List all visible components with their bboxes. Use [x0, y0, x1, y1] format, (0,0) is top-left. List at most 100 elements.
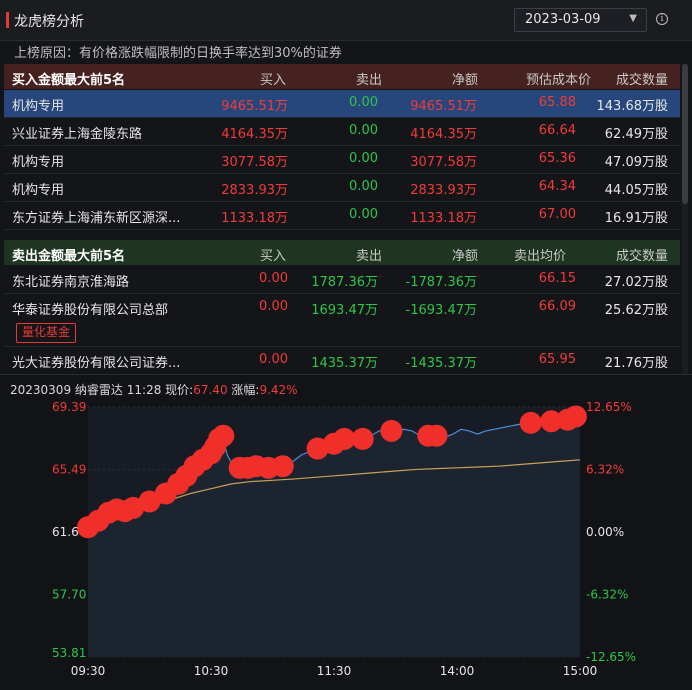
- chart-price: 67.40: [193, 383, 228, 397]
- y-tick-label-left: 65.49: [52, 463, 86, 477]
- chart-date: 20230309: [10, 383, 72, 397]
- chart-stock-name: 纳睿雷达: [74, 383, 123, 397]
- lhb-marker: [212, 424, 235, 447]
- intraday-chart-panel: 20230309 纳睿雷达 11:28 现价:67.40 涨幅:9.42% 69…: [0, 374, 692, 690]
- intraday-chart[interactable]: 69.39 65.49 61.6 57.70 53.81 12.65% 6.32% 0.00%…: [0, 375, 692, 690]
- date-dropdown[interactable]: 2023-03-09 ▼: [514, 8, 647, 32]
- chart-info-line: 20230309 纳睿雷达 11:28 现价:67.40 涨幅:9.42%: [10, 381, 298, 398]
- table-row[interactable]: 兴业证券上海金陵东路 4164.35万 0.00 4164.35万 66.64 …: [4, 118, 680, 146]
- net-amount: 4164.35万: [410, 127, 477, 142]
- buy-amount: 2833.93万: [221, 183, 288, 198]
- buy-amount: 4164.35万: [221, 127, 288, 142]
- lhb-marker: [138, 490, 161, 513]
- seat-name: 东方证券上海浦东新区源深...: [12, 211, 181, 226]
- table-scrollbar-thumb[interactable]: [682, 64, 688, 204]
- cost-price: 66.64: [538, 123, 576, 138]
- y-tick-label-right: -6.32%: [586, 588, 628, 602]
- seat-name: 华泰证券股份有限公司总部: [12, 303, 169, 318]
- cost-price: 64.34: [538, 179, 576, 194]
- sell-header-volume: 成交数量: [616, 249, 669, 264]
- info-icon[interactable]: i: [656, 13, 668, 25]
- seat-name: 光大证券股份有限公司证券...: [12, 356, 181, 371]
- y-tick-label-left: 61.6: [52, 525, 79, 539]
- buy-header-volume: 成交数量: [616, 73, 669, 88]
- trade-volume: 27.02万股: [604, 275, 668, 290]
- y-tick-label-right: 0.00%: [586, 525, 624, 539]
- cost-price: 65.36: [538, 151, 576, 166]
- trade-volume: 21.76万股: [604, 356, 668, 371]
- buy-amount: 1133.18万: [221, 211, 288, 226]
- table-row[interactable]: 机构专用 2833.93万 0.00 2833.93万 64.34 44.05万…: [4, 174, 680, 202]
- buy-amount: 3077.58万: [221, 155, 288, 170]
- seat-name: 东北证券南京淮海路: [12, 275, 130, 290]
- trade-volume: 47.09万股: [604, 155, 668, 170]
- cost-price: 65.88: [538, 95, 576, 110]
- sell-header-sell: 卖出: [356, 249, 383, 264]
- avg-sell-price: 66.15: [538, 271, 576, 286]
- x-tick-label: 14:00: [440, 664, 475, 678]
- buy-amount: 0.00: [259, 271, 288, 286]
- buy-section-header: 买入金额最大前5名 买入 卖出 净额 预估成本价 成交数量: [4, 64, 680, 89]
- x-tick-label: 09:30: [71, 664, 106, 678]
- net-amount: -1693.47万: [405, 303, 477, 318]
- trade-volume: 143.68万股: [596, 99, 669, 114]
- trade-volume: 62.49万股: [604, 127, 668, 142]
- sell-section-header: 卖出金额最大前5名 买入 卖出 净额 卖出均价 成交数量: [4, 240, 680, 265]
- buy-header-sell: 卖出: [356, 73, 383, 88]
- table-scrollbar-track[interactable]: [682, 64, 688, 374]
- window-header: 龙虎榜分析 2023-03-09 ▼ i: [0, 0, 692, 41]
- y-tick-label-right: -12.65%: [586, 650, 636, 664]
- table-row[interactable]: 机构专用 3077.58万 0.00 3077.58万 65.36 47.09万…: [4, 146, 680, 174]
- net-amount: 2833.93万: [410, 183, 477, 198]
- quant-fund-badge: 量化基金: [16, 323, 77, 343]
- y-tick-label-left: 69.39: [52, 400, 86, 414]
- sell-header-price: 卖出均价: [514, 249, 567, 264]
- chart-change: 9.42%: [259, 383, 298, 397]
- lhb-marker: [380, 419, 403, 442]
- y-tick-label-right: 12.65%: [586, 400, 632, 414]
- lhb-marker: [564, 405, 587, 428]
- seat-name: 机构专用: [12, 155, 65, 170]
- cost-price: 67.00: [538, 207, 576, 222]
- buy-amount: 0.00: [259, 299, 288, 314]
- chart-change-label: 涨幅:: [231, 383, 260, 397]
- seat-name: 机构专用: [12, 99, 65, 114]
- lhb-marker: [540, 410, 563, 433]
- table-row[interactable]: 光大证券股份有限公司证券... 0.00 1435.37万 -1435.37万 …: [4, 347, 680, 375]
- lhb-marker: [351, 427, 374, 450]
- sell-amount: 0.00: [349, 179, 378, 194]
- chevron-down-icon: ▼: [629, 13, 637, 24]
- lhb-marker: [271, 455, 294, 478]
- seat-name: 机构专用: [12, 183, 65, 198]
- net-amount: 1133.18万: [410, 211, 477, 226]
- price-area: [88, 418, 580, 657]
- table-row[interactable]: 东北证券南京淮海路 0.00 1787.36万 -1787.36万 66.15 …: [4, 266, 680, 294]
- date-dropdown-value: 2023-03-09: [525, 12, 601, 27]
- net-amount: 9465.51万: [410, 99, 477, 114]
- y-tick-label-left: 53.81: [52, 646, 86, 660]
- buy-amount: 0.00: [259, 352, 288, 367]
- panel-title: 龙虎榜分析: [14, 14, 84, 30]
- sell-amount: 1787.36万: [311, 275, 378, 290]
- chart-time: 11:28: [126, 383, 162, 397]
- seat-name: 兴业证券上海金陵东路: [12, 127, 143, 142]
- x-tick-label: 11:30: [317, 664, 352, 678]
- table-row[interactable]: 华泰证券股份有限公司总部 0.00 1693.47万 -1693.47万 66.…: [4, 294, 680, 347]
- buy-header-name: 买入金额最大前5名: [12, 73, 126, 88]
- table-row[interactable]: 东方证券上海浦东新区源深... 1133.18万 0.00 1133.18万 6…: [4, 202, 680, 230]
- avg-sell-price: 66.09: [538, 299, 576, 314]
- lhb-marker: [519, 411, 542, 434]
- net-amount: 3077.58万: [410, 155, 477, 170]
- net-amount: -1435.37万: [405, 356, 477, 371]
- trade-volume: 44.05万股: [604, 183, 668, 198]
- sell-amount: 0.00: [349, 207, 378, 222]
- sell-header-name: 卖出金额最大前5名: [12, 249, 126, 264]
- sell-header-buy: 买入: [260, 249, 287, 264]
- sell-amount: 0.00: [349, 123, 378, 138]
- table-row[interactable]: 机构专用 9465.51万 0.00 9465.51万 65.88 143.68…: [4, 90, 680, 118]
- trade-volume: 16.91万股: [604, 211, 668, 226]
- buy-header-net: 净额: [452, 73, 479, 88]
- y-tick-label-right: 6.32%: [586, 463, 624, 477]
- buy-header-buy: 买入: [260, 73, 287, 88]
- lhb-marker: [333, 427, 356, 450]
